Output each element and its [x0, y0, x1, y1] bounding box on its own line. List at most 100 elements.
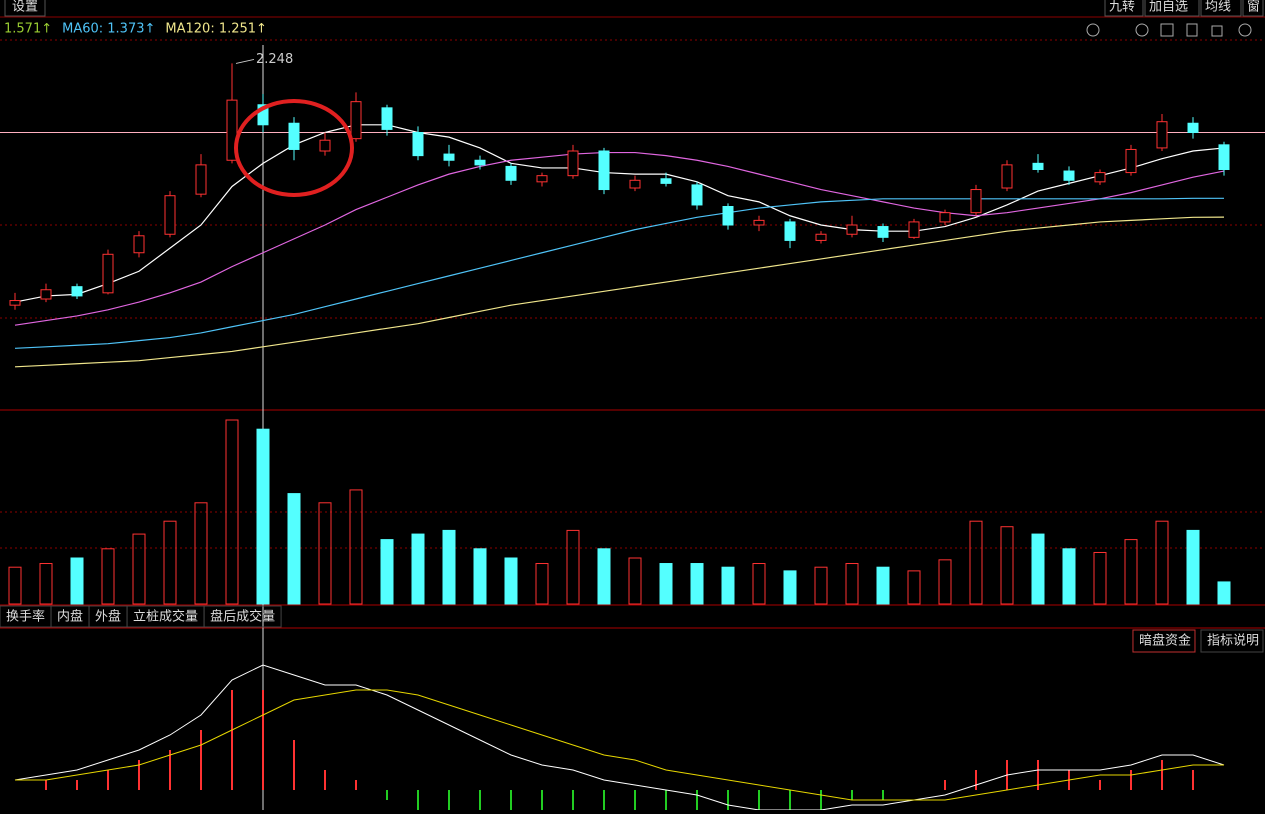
- volume-bar: [504, 557, 518, 605]
- tab-label[interactable]: 盘后成交量: [210, 609, 275, 625]
- candle-body: [257, 104, 269, 126]
- volume-bar: [535, 563, 549, 605]
- candle-body: [505, 165, 517, 181]
- candle-body: [1063, 170, 1075, 181]
- toolbar-label[interactable]: 加自选: [1149, 0, 1188, 15]
- peak-label: 2.248: [256, 52, 293, 67]
- volume-bar: [473, 548, 487, 605]
- candle-body: [1032, 162, 1044, 170]
- volume-bar: [783, 570, 797, 605]
- candle-body: [908, 221, 920, 238]
- legend-entry: MA60: 1.373↑: [62, 22, 155, 37]
- volume-bar: [597, 548, 611, 605]
- toolbar-button[interactable]: [1242, 0, 1264, 17]
- candle-body: [381, 107, 393, 130]
- right-tab-label[interactable]: 指标说明: [1207, 634, 1259, 649]
- candle-body: [71, 286, 83, 297]
- toolbar-label[interactable]: 设置: [12, 0, 38, 15]
- volume-bar: [101, 548, 115, 605]
- tab-label[interactable]: 外盘: [95, 609, 121, 625]
- candle-body: [846, 224, 858, 235]
- toolbar-button[interactable]: [1144, 0, 1200, 17]
- volume-bar: [752, 563, 766, 605]
- toolbar-button[interactable]: [4, 0, 46, 17]
- candle-body: [9, 300, 21, 306]
- volume-bar: [225, 419, 239, 605]
- right-tab[interactable]: [1132, 629, 1196, 653]
- ma-line: [14, 124, 1225, 303]
- annotation-circle: [234, 99, 354, 197]
- volume-bar: [628, 557, 642, 605]
- volume-bar: [349, 489, 363, 605]
- toolbar-button[interactable]: [1200, 0, 1242, 17]
- right-tab[interactable]: [1200, 629, 1264, 653]
- candle-body: [629, 179, 641, 189]
- toolbar-icons[interactable]: [1086, 23, 1252, 37]
- tab-label[interactable]: 内盘: [57, 609, 83, 625]
- volume-bar: [1000, 526, 1014, 605]
- pane-frames: [0, 16, 1265, 629]
- candle-body: [815, 233, 827, 241]
- candle-body: [691, 184, 703, 206]
- candle-body: [1001, 164, 1013, 189]
- volume-bar: [969, 520, 983, 605]
- volume-bar: [1186, 529, 1200, 605]
- tab-label[interactable]: 换手率: [6, 609, 45, 625]
- volume-bar: [1093, 551, 1107, 605]
- candle-body: [753, 219, 765, 226]
- candle-body: [102, 253, 114, 294]
- volume-bar: [1031, 533, 1045, 605]
- peak-pointer: [235, 58, 255, 64]
- volume-bar: [318, 502, 332, 605]
- volume-bar: [876, 566, 890, 605]
- volume-bar: [132, 533, 146, 605]
- ma-line: [14, 197, 1224, 349]
- volume-bar: [256, 428, 270, 605]
- volume-bar: [163, 520, 177, 605]
- toolbar-label[interactable]: 九转: [1109, 0, 1135, 15]
- candle-body: [598, 150, 610, 191]
- volume-bar: [39, 563, 53, 605]
- candle-body: [443, 153, 455, 161]
- macd-pane: [14, 664, 1225, 810]
- candle-body: [319, 139, 331, 152]
- volume-bar: [1062, 548, 1076, 605]
- legend-entry: MA120: 1.251↑: [165, 22, 267, 37]
- volume-bar: [659, 563, 673, 605]
- right-tab-label[interactable]: 暗盘资金: [1139, 633, 1191, 649]
- volume-bar: [938, 559, 952, 605]
- volume-bar: [566, 529, 580, 605]
- candle-body: [939, 212, 951, 223]
- tab-label[interactable]: 立桩成交量: [133, 609, 198, 625]
- volume-bar: [380, 539, 394, 605]
- volume-bar: [70, 557, 84, 605]
- candle-body: [288, 122, 300, 150]
- candle-body: [1218, 144, 1230, 170]
- candle-body: [350, 101, 362, 140]
- candle-body: [970, 189, 982, 214]
- candle-body: [133, 235, 145, 254]
- volume-bar: [194, 502, 208, 605]
- toolbar-button[interactable]: [1104, 0, 1144, 17]
- toolbar-label[interactable]: 窗: [1247, 0, 1260, 15]
- candle-body: [1187, 122, 1199, 133]
- volume-bar: [814, 566, 828, 605]
- candle-body: [877, 226, 889, 238]
- volume-bar: [8, 566, 22, 605]
- macd-dea: [15, 689, 1224, 801]
- volume-bar: [907, 570, 921, 605]
- toolbar-label[interactable]: 均线: [1205, 0, 1231, 15]
- volume-bar: [411, 533, 425, 605]
- candle-body: [412, 132, 424, 157]
- candle-body: [164, 195, 176, 235]
- volume-bar: [1155, 520, 1169, 605]
- volume-bar: [721, 566, 735, 605]
- tab[interactable]: [203, 605, 282, 628]
- macd-dif: [14, 664, 1225, 810]
- candle-body: [1094, 172, 1106, 183]
- volume-bar: [287, 493, 301, 605]
- volume-bar: [1124, 539, 1138, 605]
- candle-body: [536, 175, 548, 183]
